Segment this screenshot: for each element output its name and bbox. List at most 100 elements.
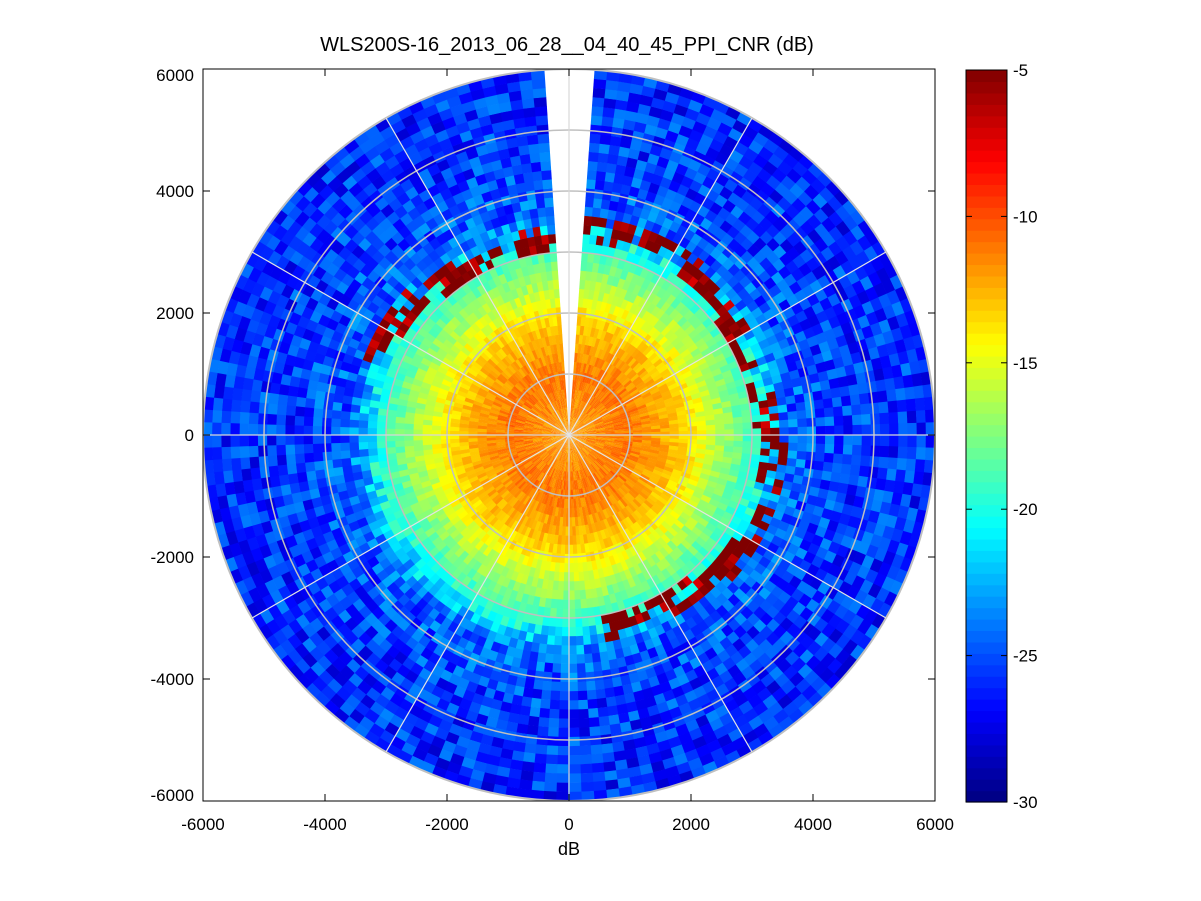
ppi-cell bbox=[528, 613, 538, 625]
ppi-cell bbox=[384, 606, 398, 620]
ppi-cell bbox=[433, 588, 446, 602]
ppi-cell bbox=[531, 633, 541, 644]
ppi-cell bbox=[255, 582, 271, 599]
ppi-cell bbox=[547, 717, 560, 728]
ppi-cell bbox=[432, 448, 443, 455]
ppi-cell bbox=[301, 528, 315, 542]
ppi-cell bbox=[412, 569, 425, 582]
ppi-cell bbox=[556, 745, 569, 756]
ppi-cell bbox=[415, 492, 427, 503]
ppi-cell bbox=[526, 449, 537, 456]
ppi-cell bbox=[566, 499, 569, 509]
ppi-cell bbox=[304, 682, 322, 699]
ppi-cell bbox=[447, 511, 458, 522]
ppi-cell bbox=[517, 553, 526, 565]
ppi-cell bbox=[508, 453, 519, 460]
ppi-cell bbox=[439, 516, 451, 527]
ppi-cell bbox=[453, 519, 464, 530]
ppi-cell bbox=[495, 469, 506, 477]
ppi-cell bbox=[422, 484, 434, 494]
ppi-cell bbox=[587, 160, 599, 172]
ppi-cell bbox=[376, 447, 387, 456]
ppi-cell bbox=[237, 502, 250, 517]
ppi-cell bbox=[563, 508, 567, 518]
ppi-cell bbox=[525, 446, 535, 451]
ppi-cell bbox=[423, 568, 436, 581]
ppi-cell bbox=[548, 487, 554, 497]
ppi-cell bbox=[407, 466, 419, 475]
ppi-cell bbox=[559, 672, 569, 683]
ppi-cell bbox=[317, 485, 330, 498]
ppi-cell bbox=[521, 612, 531, 624]
ppi-cell bbox=[424, 458, 435, 466]
ppi-cell bbox=[542, 441, 553, 446]
ppi-cell bbox=[499, 454, 509, 461]
ppi-cell bbox=[546, 224, 556, 235]
ppi-cell bbox=[422, 752, 439, 767]
ppi-cell bbox=[322, 450, 333, 461]
ppi-cell bbox=[505, 527, 515, 539]
ppi-cell bbox=[368, 454, 379, 464]
ppi-cell bbox=[516, 449, 527, 454]
ppi-cell bbox=[510, 628, 521, 640]
ppi-cell bbox=[551, 438, 561, 442]
ppi-cell bbox=[515, 479, 525, 488]
ppi-cell bbox=[520, 545, 529, 556]
ppi-cell bbox=[494, 593, 504, 605]
ppi-cell bbox=[532, 440, 543, 444]
ppi-cell bbox=[544, 598, 552, 609]
ppi-cell bbox=[550, 598, 558, 609]
ppi-cell bbox=[312, 442, 323, 453]
ppi-cell bbox=[543, 607, 551, 618]
ppi-cell bbox=[536, 606, 545, 617]
ppi-cell bbox=[534, 530, 542, 541]
ppi-cell bbox=[542, 532, 549, 543]
ppi-cell bbox=[425, 512, 438, 523]
ppi-cell bbox=[307, 516, 320, 529]
ppi-cell bbox=[547, 727, 559, 738]
ppi-cell bbox=[279, 638, 296, 655]
ppi-cell bbox=[553, 440, 562, 446]
ppi-cell bbox=[253, 597, 268, 614]
ppi-cell bbox=[523, 460, 532, 468]
ppi-cell bbox=[463, 748, 479, 761]
ppi-cell bbox=[264, 633, 281, 651]
ppi-cell bbox=[558, 451, 563, 462]
ppi-cell bbox=[542, 475, 549, 485]
ppi-cell bbox=[530, 467, 539, 477]
ppi-cell bbox=[472, 760, 488, 773]
ppi-cell bbox=[552, 449, 559, 459]
ppi-cell bbox=[491, 493, 501, 503]
ppi-cell bbox=[513, 462, 523, 470]
ppi-cell bbox=[544, 442, 553, 449]
ppi-cell bbox=[507, 449, 517, 455]
ppi-cell bbox=[378, 459, 389, 469]
ppi-cell bbox=[485, 513, 496, 524]
ppi-cell bbox=[402, 526, 414, 537]
ppi-cell bbox=[472, 593, 484, 605]
ppi-cell bbox=[204, 471, 216, 486]
ppi-cell bbox=[480, 607, 491, 620]
ppi-cell bbox=[549, 477, 555, 488]
ppi-cell bbox=[462, 501, 473, 511]
ppi-cell bbox=[554, 562, 561, 573]
ppi-cell bbox=[211, 421, 222, 435]
ppi-cell bbox=[528, 651, 539, 662]
ppi-cell bbox=[483, 687, 496, 700]
ppi-cell bbox=[431, 503, 443, 513]
ppi-cell bbox=[471, 571, 482, 583]
ppi-cell bbox=[342, 464, 353, 475]
ppi-cell bbox=[417, 709, 433, 724]
ppi-cell bbox=[486, 558, 496, 570]
ppi-cell bbox=[250, 466, 261, 480]
ppi-cell bbox=[529, 466, 538, 475]
ppi-cell bbox=[564, 553, 569, 564]
ppi-cell bbox=[473, 526, 484, 538]
ppi-cell bbox=[395, 451, 406, 460]
ppi-cell bbox=[367, 427, 377, 435]
ppi-cell bbox=[339, 426, 350, 435]
ppi-cell bbox=[260, 519, 274, 535]
ppi-cell bbox=[540, 503, 547, 514]
ppi-cell bbox=[543, 454, 551, 463]
ppi-cell bbox=[477, 505, 488, 515]
